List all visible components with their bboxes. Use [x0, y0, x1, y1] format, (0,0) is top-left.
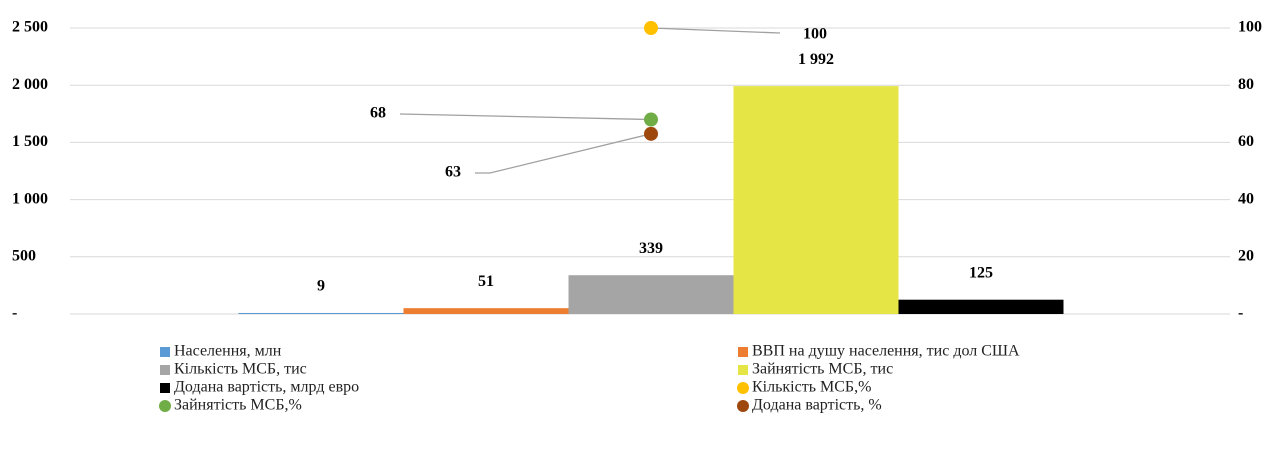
point [644, 112, 658, 127]
bar [898, 299, 1064, 314]
point [644, 21, 658, 35]
legend-label: Кількість МСБ,% [752, 379, 871, 396]
data-label: 125 [969, 264, 993, 281]
data-label: 68 [370, 105, 386, 122]
data-label: 9 [317, 278, 325, 295]
y-tick-label: 500 [12, 247, 36, 264]
y-tick-label: 1 000 [12, 190, 48, 207]
legend-swatch [160, 383, 170, 393]
legend-label: Зайнятість МСБ,% [174, 397, 302, 414]
bar [733, 86, 899, 314]
y2-tick-label: 100 [1238, 19, 1262, 36]
bar [403, 308, 569, 314]
leader-line [475, 133, 652, 174]
data-label: 63 [445, 164, 461, 181]
y-tick-label: - [12, 305, 17, 322]
data-label: 1 992 [798, 51, 834, 68]
leader-line [399, 113, 652, 121]
y-tick-label: 1 500 [12, 133, 48, 150]
y-tick-label: 2 000 [12, 76, 48, 93]
legend-swatch [737, 382, 749, 394]
legend-swatch [160, 365, 170, 375]
legend-label: Кількість МСБ, тис [174, 361, 307, 378]
legend-swatch [159, 400, 171, 412]
data-label: 51 [478, 273, 494, 290]
legend-label: Населення, млн [174, 343, 282, 360]
data-label: 100 [803, 26, 827, 43]
y2-tick-label: 80 [1238, 76, 1254, 93]
y2-tick-label: 60 [1238, 133, 1254, 150]
legend-label: Додана вартість, % [752, 397, 882, 414]
legend-label: Зайнятість МСБ, тис [752, 361, 893, 378]
y2-tick-label: 40 [1238, 190, 1254, 207]
data-label: 339 [639, 240, 663, 257]
leader-line [650, 27, 781, 34]
bar [568, 275, 734, 314]
legend-swatch [738, 347, 748, 357]
legend-label: ВВП на душу населення, тис дол США [752, 343, 1020, 360]
legend-swatch [160, 347, 170, 357]
bar [238, 312, 404, 314]
y2-tick-label: 20 [1238, 247, 1254, 264]
legend-swatch [737, 400, 749, 412]
y-tick-label: 2 500 [12, 19, 48, 36]
y2-tick-label: - [1238, 305, 1243, 322]
legend-swatch [738, 365, 748, 375]
point [644, 126, 658, 141]
legend-label: Додана вартість, млрд евро [174, 379, 359, 396]
